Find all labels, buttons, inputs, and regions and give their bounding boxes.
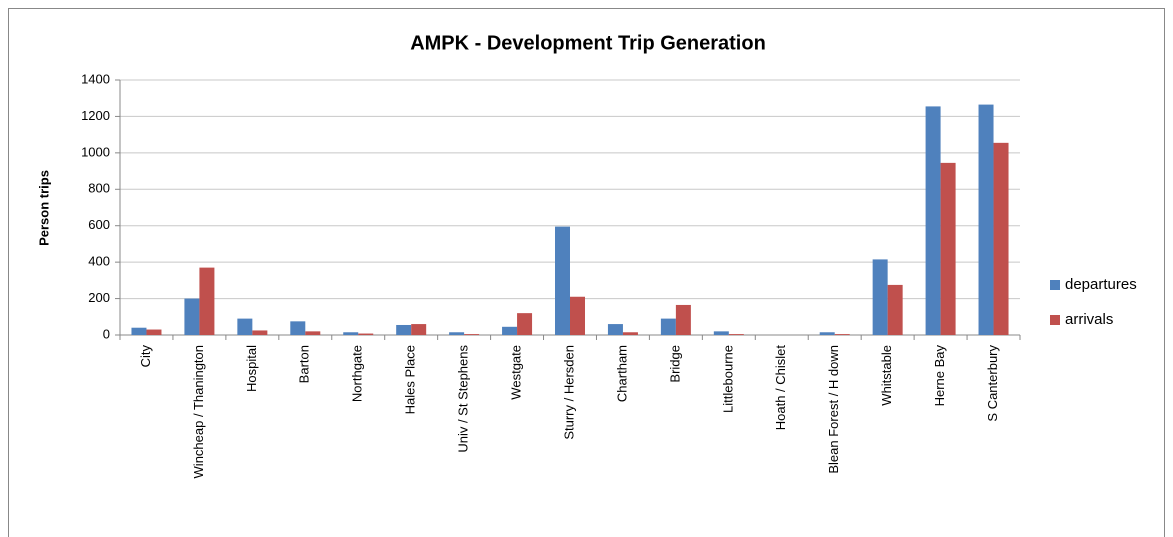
bar: [237, 318, 253, 335]
y-tick-label: 1400: [81, 71, 110, 86]
x-tick-label: Blean Forest / H down: [826, 345, 841, 474]
x-tick-label: Barton: [297, 345, 312, 383]
x-tick-label: Westgate: [508, 345, 523, 400]
y-tick-label: 800: [88, 181, 110, 196]
bar: [834, 334, 850, 335]
bar: [517, 313, 533, 335]
bar: [502, 326, 518, 335]
y-tick-label: 0: [103, 326, 110, 341]
y-tick-label: 200: [88, 290, 110, 305]
x-tick-label: Hospital: [244, 345, 259, 392]
x-tick-label: Hales Place: [403, 345, 418, 414]
bar: [358, 333, 374, 335]
bar: [146, 329, 162, 335]
chart-title: AMPK - Development Trip Generation: [410, 32, 766, 54]
y-tick-label: 1200: [81, 108, 110, 123]
bar: [978, 104, 994, 335]
bar: [290, 321, 306, 335]
bar: [411, 324, 427, 335]
bar: [252, 330, 268, 335]
bar: [940, 162, 956, 335]
bar: [728, 334, 744, 335]
bar: [819, 332, 835, 335]
x-tick-label: S Canterbury: [985, 345, 1000, 422]
bar: [184, 298, 200, 335]
y-axis-label: Person trips: [36, 170, 51, 246]
bar: [396, 324, 412, 335]
x-tick-label: City: [138, 345, 153, 368]
bar: [675, 304, 691, 335]
x-tick-label: Herne Bay: [932, 345, 947, 407]
x-tick-label: Chartham: [614, 345, 629, 402]
y-tick-label: 600: [88, 217, 110, 232]
bar: [199, 267, 215, 335]
legend-label: arrivals: [1065, 311, 1113, 328]
x-tick-label: Northgate: [350, 345, 365, 402]
x-tick-label: Whitstable: [879, 345, 894, 406]
x-tick-label: Bridge: [667, 345, 682, 383]
bar: [993, 142, 1009, 335]
bar: [925, 106, 941, 336]
bar: [449, 332, 465, 335]
bar: [570, 296, 585, 335]
bar: [555, 226, 570, 335]
bar: [660, 318, 676, 335]
y-tick-label: 400: [88, 254, 110, 269]
legend-swatch: [1050, 280, 1060, 290]
legend-label: departures: [1065, 276, 1137, 293]
x-tick-label: Univ / St Stephens: [456, 345, 471, 453]
bar: [131, 327, 147, 335]
bar: [622, 332, 638, 335]
x-tick-label: Littlebourne: [720, 345, 735, 413]
bar: [887, 284, 903, 335]
bar: [607, 324, 623, 335]
legend-swatch: [1050, 315, 1060, 325]
x-tick-label: Wincheap / Thanington: [191, 345, 206, 478]
x-tick-label: Hoath / Chislet: [773, 345, 788, 431]
y-tick-label: 1000: [81, 144, 110, 159]
bar: [713, 331, 729, 335]
bar: [343, 332, 359, 335]
bar: [872, 259, 888, 335]
bar: [464, 334, 480, 335]
bar: [305, 331, 321, 335]
x-tick-label: Sturry / Hersden: [561, 345, 576, 440]
